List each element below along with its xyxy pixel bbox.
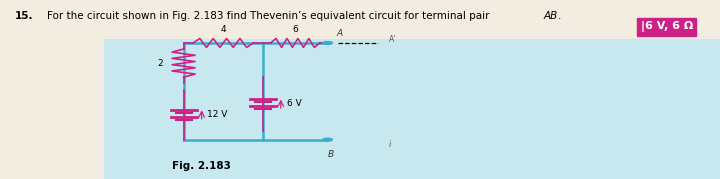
Text: 4: 4 bbox=[220, 25, 226, 34]
FancyBboxPatch shape bbox=[0, 0, 720, 39]
Text: .: . bbox=[558, 11, 562, 21]
Text: 12 V: 12 V bbox=[207, 110, 228, 119]
Text: A’: A’ bbox=[389, 35, 397, 44]
Text: A: A bbox=[336, 29, 343, 38]
Text: 2: 2 bbox=[158, 59, 163, 68]
Text: 15.: 15. bbox=[14, 11, 33, 21]
FancyBboxPatch shape bbox=[104, 0, 720, 179]
Text: For the circuit shown in Fig. 2.183 find Thevenin’s equivalent circuit for termi: For the circuit shown in Fig. 2.183 find… bbox=[47, 11, 492, 21]
Text: 6: 6 bbox=[292, 25, 298, 34]
Text: B: B bbox=[328, 150, 334, 159]
Text: i: i bbox=[389, 141, 391, 149]
Text: 6 V: 6 V bbox=[287, 99, 301, 108]
Text: Fig. 2.183: Fig. 2.183 bbox=[172, 161, 231, 171]
Text: |6 V, 6 Ω: |6 V, 6 Ω bbox=[641, 21, 693, 32]
Text: AB: AB bbox=[544, 11, 558, 21]
